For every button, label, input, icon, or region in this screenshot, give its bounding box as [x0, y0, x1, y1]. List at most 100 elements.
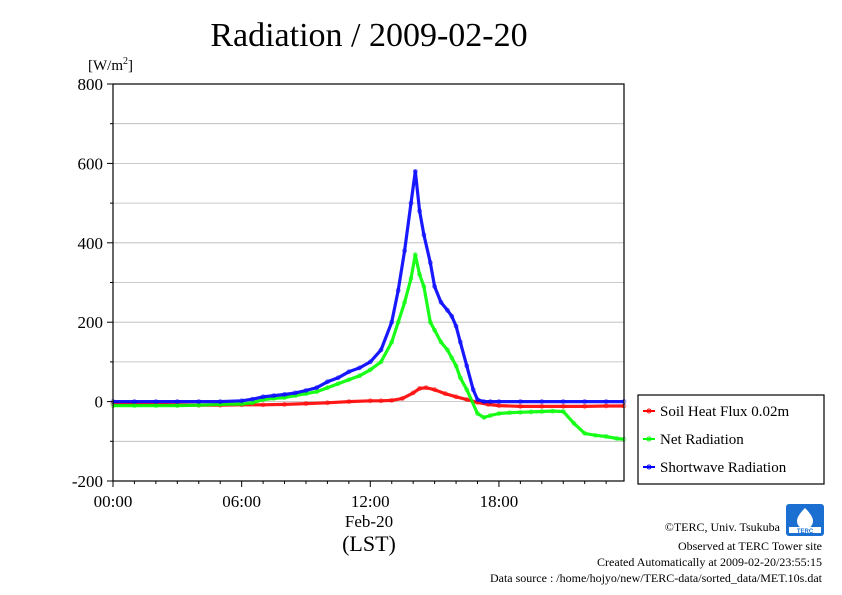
net-radiation-point: [335, 381, 341, 387]
x-axis-date-label: Feb-20: [345, 512, 393, 531]
y-tick-label: 0: [95, 393, 104, 412]
x-axis-unit-label: (LST): [342, 531, 396, 556]
soil-heat-flux-0-02m-point: [400, 396, 405, 401]
x-tick-label: 06:00: [222, 492, 261, 511]
net-radiation-line: [113, 253, 625, 441]
shortwave-radiation-point: [470, 387, 476, 393]
net-radiation-point: [367, 367, 373, 373]
net-radiation-point: [427, 319, 433, 325]
net-radiation-point: [346, 377, 352, 383]
soil-heat-flux-0-02m-point: [367, 398, 373, 404]
shortwave-radiation-point: [427, 260, 433, 266]
net-radiation-point: [421, 284, 427, 289]
y-tick-label: -200: [72, 472, 103, 491]
shortwave-radiation-point: [453, 323, 459, 329]
series-layer: [110, 168, 627, 442]
net-radiation-point: [560, 409, 566, 414]
shortwave-radiation-point: [249, 396, 255, 402]
shortwave-radiation-point: [132, 399, 137, 405]
shortwave-radiation-point: [239, 398, 245, 404]
soil-heat-flux-0-02m-point: [442, 391, 448, 397]
soil-heat-flux-0-02m-point: [410, 390, 416, 396]
shortwave-radiation-point: [496, 399, 502, 405]
shortwave-radiation-point: [325, 379, 330, 385]
terc-logo: TERC: [786, 504, 824, 536]
net-radiation-point: [438, 339, 444, 345]
soil-heat-flux-0-02m-point: [303, 401, 309, 406]
net-radiation-point: [417, 272, 423, 277]
net-radiation-point: [571, 421, 577, 426]
x-axis: 00:00 06:00 12:00 18:00: [94, 481, 607, 511]
net-radiation-point: [464, 387, 470, 393]
shortwave-radiation-point: [475, 397, 480, 403]
net-radiation-point: [412, 252, 418, 258]
shortwave-radiation-point: [335, 375, 341, 381]
net-radiation-point: [432, 327, 438, 333]
net-radiation-point: [453, 363, 459, 369]
net-radiation-point: [475, 411, 480, 416]
net-radiation-point: [528, 409, 534, 415]
y-tick-label: 400: [78, 234, 104, 253]
net-radiation-legend-marker: [646, 436, 652, 442]
shortwave-radiation-point: [314, 385, 320, 391]
shortwave-radiation-point: [464, 363, 470, 369]
shortwave-radiation-point: [303, 388, 309, 393]
soil-heat-flux-0-02m-legend-marker: [646, 408, 652, 414]
shortwave-radiation-point: [367, 359, 373, 365]
shortwave-radiation-point: [432, 284, 438, 289]
copyright-credit: ©TERC, Univ. Tsukuba: [665, 520, 781, 534]
net-radiation-point: [395, 319, 401, 325]
shortwave-radiation-point: [389, 319, 395, 325]
soil-heat-flux-0-02m-point: [560, 403, 566, 409]
soil-heat-flux-0-02m-point: [464, 397, 470, 403]
y-axis: 800 600 400 200 0 -200: [72, 75, 113, 491]
soil-heat-flux-0-02m-point: [453, 394, 459, 400]
net-radiation-point: [402, 299, 407, 305]
shortwave-radiation-point: [217, 399, 223, 405]
shortwave-radiation-point: [603, 399, 609, 405]
y-tick-label: 200: [78, 313, 104, 332]
shortwave-radiation-point: [517, 399, 523, 405]
net-radiation-point: [481, 415, 487, 420]
shortwave-radiation-point: [408, 200, 414, 206]
shortwave-radiation-point: [196, 399, 202, 405]
shortwave-radiation-point: [395, 288, 401, 293]
shortwave-radiation-point: [487, 399, 493, 405]
shortwave-radiation-point: [153, 399, 159, 405]
soil-heat-flux-0-02m-point: [378, 398, 384, 404]
shortwave-radiation-point: [421, 232, 427, 238]
soil-heat-flux-0-02m-line: [112, 386, 624, 408]
net-radiation-point: [517, 409, 523, 415]
shortwave-radiation-point: [449, 313, 455, 319]
shortwave-radiation-point: [481, 399, 487, 405]
net-radiation-point: [457, 375, 463, 381]
shortwave-radiation-point: [539, 399, 545, 405]
soil-heat-flux-0-02m-point: [417, 386, 423, 391]
soil-heat-flux-0-02m-point: [325, 400, 330, 406]
x-tick-label: 18:00: [480, 492, 519, 511]
shortwave-radiation-point: [417, 208, 423, 214]
net-radiation-point: [550, 408, 555, 414]
net-radiation-point: [614, 436, 620, 441]
shortwave-radiation-legend-label: Shortwave Radiation: [660, 460, 787, 476]
net-radiation-legend-label: Net Radiation: [660, 432, 744, 448]
net-radiation-point: [378, 359, 384, 365]
shortwave-radiation-point: [174, 399, 180, 405]
net-radiation-point: [325, 385, 330, 391]
shortwave-radiation-point: [560, 399, 566, 405]
shortwave-radiation-point: [412, 168, 418, 174]
net-radiation-point: [507, 410, 513, 416]
shortwave-radiation-point: [402, 248, 407, 254]
shortwave-radiation-point: [260, 394, 266, 400]
soil-heat-flux-0-02m-point: [282, 401, 287, 407]
y-axis-unit: [W/m2]: [88, 56, 133, 74]
grid-lines: [113, 123, 624, 442]
shortwave-radiation-point: [271, 393, 277, 399]
legend: Soil Heat Flux 0.02m Net Radiation Shortwa…: [637, 394, 825, 485]
net-radiation-point: [408, 276, 414, 281]
soil-heat-flux-0-02m-point: [389, 398, 395, 403]
shortwave-radiation-point: [445, 307, 450, 313]
shortwave-radiation-point: [378, 347, 384, 353]
soil-heat-flux-0-02m-point: [346, 399, 352, 405]
net-radiation-point: [389, 339, 395, 345]
